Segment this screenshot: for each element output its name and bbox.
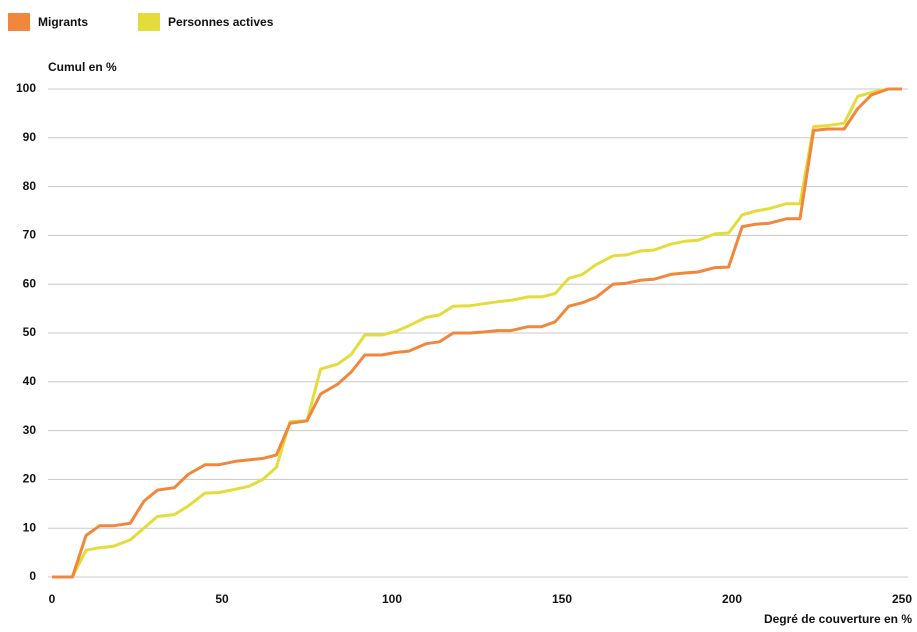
legend-swatch: [138, 13, 161, 31]
y-tick-label: 0: [29, 569, 36, 583]
y-tick-label: 50: [23, 325, 37, 339]
y-tick-label: 90: [23, 130, 37, 144]
y-tick-label: 100: [16, 81, 36, 95]
y-tick-label: 70: [23, 228, 37, 242]
x-tick-label: 150: [552, 592, 572, 606]
y-tick-label: 30: [23, 423, 37, 437]
y-axis-label: Cumul en %: [48, 60, 117, 74]
series-line: [52, 87, 902, 579]
series-line: [52, 87, 902, 579]
x-tick-label: 0: [49, 592, 56, 606]
x-axis-label: Degré de couverture en %: [764, 612, 912, 626]
x-tick-label: 50: [215, 592, 229, 606]
y-tick-label: 80: [23, 179, 37, 193]
x-tick-label: 100: [382, 592, 402, 606]
y-tick-label: 40: [23, 374, 37, 388]
legend-swatch: [8, 13, 30, 31]
x-tick-label: 250: [892, 592, 912, 606]
y-tick-label: 10: [23, 520, 37, 534]
legend-label: Personnes actives: [168, 15, 274, 29]
legend-label: Migrants: [38, 15, 88, 29]
x-tick-label: 200: [722, 592, 742, 606]
y-tick-label: 20: [23, 472, 37, 486]
y-tick-label: 60: [23, 276, 37, 290]
